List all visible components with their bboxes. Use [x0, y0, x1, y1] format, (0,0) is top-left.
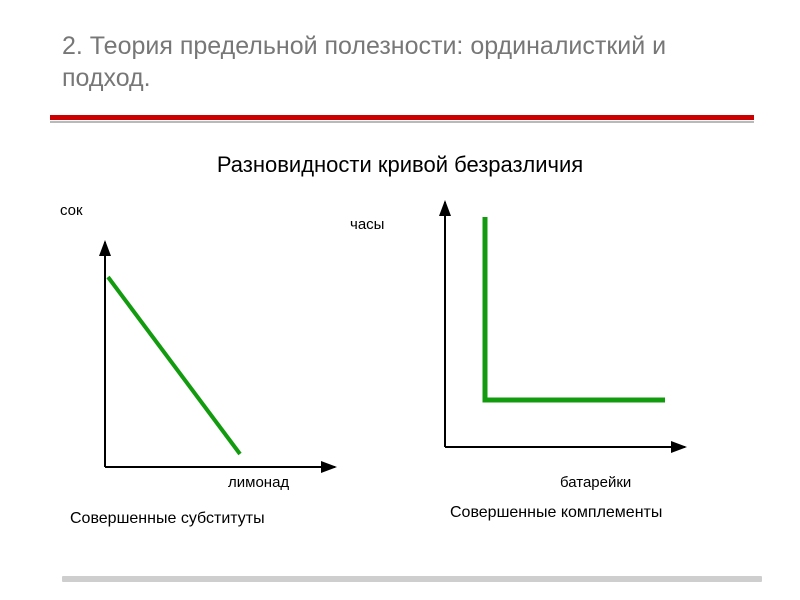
caption-left: Совершенные субституты	[70, 510, 265, 528]
title-rule	[50, 115, 754, 123]
slide-subtitle: Разновидности кривой безразличия	[0, 152, 800, 178]
charts-area: сок лимонад часы батарейки Совершенные с…	[60, 192, 740, 532]
rule-gray	[50, 121, 754, 123]
y-label-left: сок	[60, 202, 83, 219]
slide-title: 2. Теория предельной полезности: ординал…	[62, 30, 702, 94]
rule-red	[50, 115, 754, 120]
chart-substitutes	[80, 222, 360, 482]
caption-right: Совершенные комплементы	[450, 504, 662, 522]
chart-complements	[420, 202, 720, 482]
footer-shadow	[62, 576, 762, 582]
